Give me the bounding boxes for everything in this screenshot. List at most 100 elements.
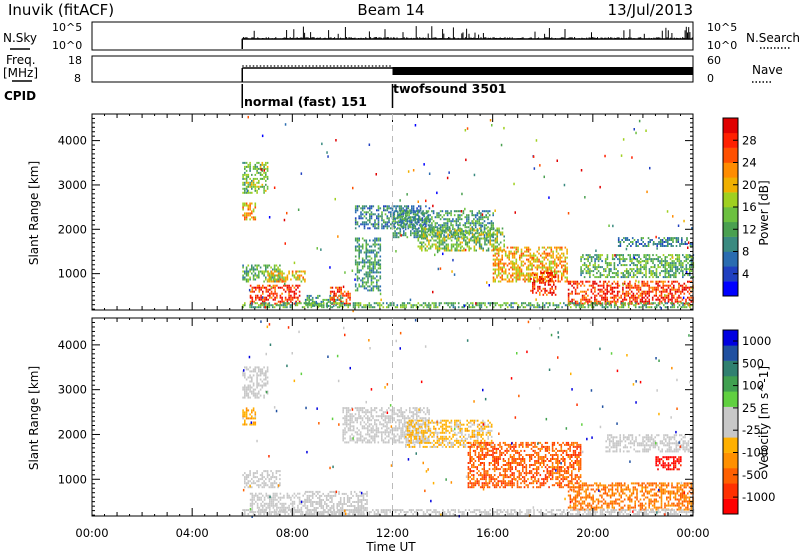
heatmap-cell (268, 264, 271, 267)
heatmap-cell (252, 216, 255, 219)
heatmap-cell (418, 216, 421, 219)
heatmap-cell (468, 306, 470, 309)
heatmap-cell (557, 274, 560, 277)
heatmap-cell (645, 262, 647, 265)
heatmap-cell (242, 264, 244, 267)
heatmap-cell (286, 276, 289, 279)
heatmap-cell (365, 205, 368, 208)
heatmap-cell (395, 217, 397, 220)
heatmap-cell (561, 256, 563, 259)
heatmap-cell (268, 306, 271, 309)
heatmap-cell (461, 192, 463, 196)
heatmap-cell (470, 306, 472, 309)
heatmap-cell (688, 286, 691, 289)
heatmap-cell (531, 258, 533, 261)
heatmap-cell (244, 386, 246, 389)
heatmap-cell (410, 212, 412, 215)
heatmap-cell (466, 243, 469, 246)
heatmap-cell (252, 370, 255, 373)
heatmap-cell (597, 258, 600, 261)
heatmap-cell (544, 281, 546, 284)
heatmap-cell (464, 304, 467, 307)
heatmap-cell (557, 256, 560, 259)
heatmap-cell (340, 302, 342, 305)
heatmap-cell (658, 290, 661, 293)
heatmap-cell (367, 285, 369, 288)
heatmap-cell (275, 472, 278, 475)
heatmap-cell (664, 274, 667, 277)
heatmap-cell (664, 288, 666, 291)
heatmap-cell (497, 272, 500, 275)
heatmap-cell (520, 252, 523, 255)
heatmap-cell (489, 237, 491, 240)
heatmap-cell (265, 478, 267, 481)
heatmap-cell (606, 290, 608, 293)
heatmap-cell (682, 243, 685, 245)
heatmap-cell (244, 486, 246, 489)
heatmap-cell (450, 214, 452, 217)
heatmap-cell (356, 304, 358, 307)
heatmap-cell (270, 292, 273, 295)
heatmap-cell (557, 264, 560, 267)
heatmap-cell (666, 290, 668, 293)
heatmap-cell (440, 239, 442, 242)
heatmap-cell (282, 306, 285, 309)
heatmap-cell (536, 304, 539, 307)
heatmap-cell (283, 288, 285, 291)
heatmap-cell (566, 276, 568, 279)
heatmap-cell (478, 247, 481, 250)
heatmap-cell (251, 411, 253, 414)
heatmap-cell (279, 278, 282, 281)
heatmap-cell (677, 302, 679, 305)
heatmap-cell (429, 229, 432, 232)
heatmap-cell (245, 378, 248, 381)
heatmap-cell (649, 241, 651, 243)
heatmap-cell (288, 286, 290, 289)
heatmap-cell (664, 294, 666, 297)
heatmap-cell (267, 284, 269, 287)
heatmap-cell (540, 262, 542, 265)
heatmap-cell (435, 247, 437, 250)
heatmap-cell (549, 291, 552, 294)
heatmap-cell (557, 306, 560, 309)
heatmap-cell (447, 243, 449, 246)
heatmap-cell (265, 276, 267, 279)
heatmap-cell (263, 296, 266, 299)
heatmap-cell (252, 394, 255, 397)
heatmap-cell (245, 280, 248, 283)
heatmap-cell (545, 252, 547, 255)
heatmap-cell (293, 261, 296, 265)
heatmap-cell (455, 218, 458, 221)
heatmap-cell (608, 290, 610, 293)
heatmap-cell (378, 263, 380, 267)
heatmap-cell (251, 390, 253, 393)
heatmap-cell (383, 219, 385, 222)
heatmap-cell (365, 261, 368, 264)
heatmap-cell (379, 267, 382, 270)
heatmap-cell (393, 215, 396, 218)
heatmap-cell (561, 306, 563, 309)
heatmap-cell (256, 476, 258, 479)
heatmap-cell (394, 234, 396, 237)
heatmap-cell (587, 258, 589, 261)
heatmap-cell (684, 243, 687, 245)
heatmap-cell (446, 220, 449, 223)
heatmap-cell (605, 306, 607, 309)
heatmap-cell (540, 280, 542, 283)
heatmap-cell (590, 296, 593, 299)
heatmap-cell (538, 264, 540, 267)
heatmap-cell (651, 288, 654, 291)
heatmap-cell (252, 472, 255, 475)
heatmap-cell (632, 262, 635, 265)
heatmap-cell (601, 290, 603, 293)
heatmap-cell (653, 258, 656, 261)
heatmap-cell (252, 421, 255, 424)
heatmap-cell (678, 282, 680, 285)
heatmap-cell (438, 237, 441, 240)
heatmap-cell (286, 306, 288, 309)
heatmap-cell (601, 294, 603, 297)
heatmap-cell (464, 243, 467, 246)
heatmap-cell (522, 306, 525, 309)
heatmap-cell (491, 302, 493, 305)
